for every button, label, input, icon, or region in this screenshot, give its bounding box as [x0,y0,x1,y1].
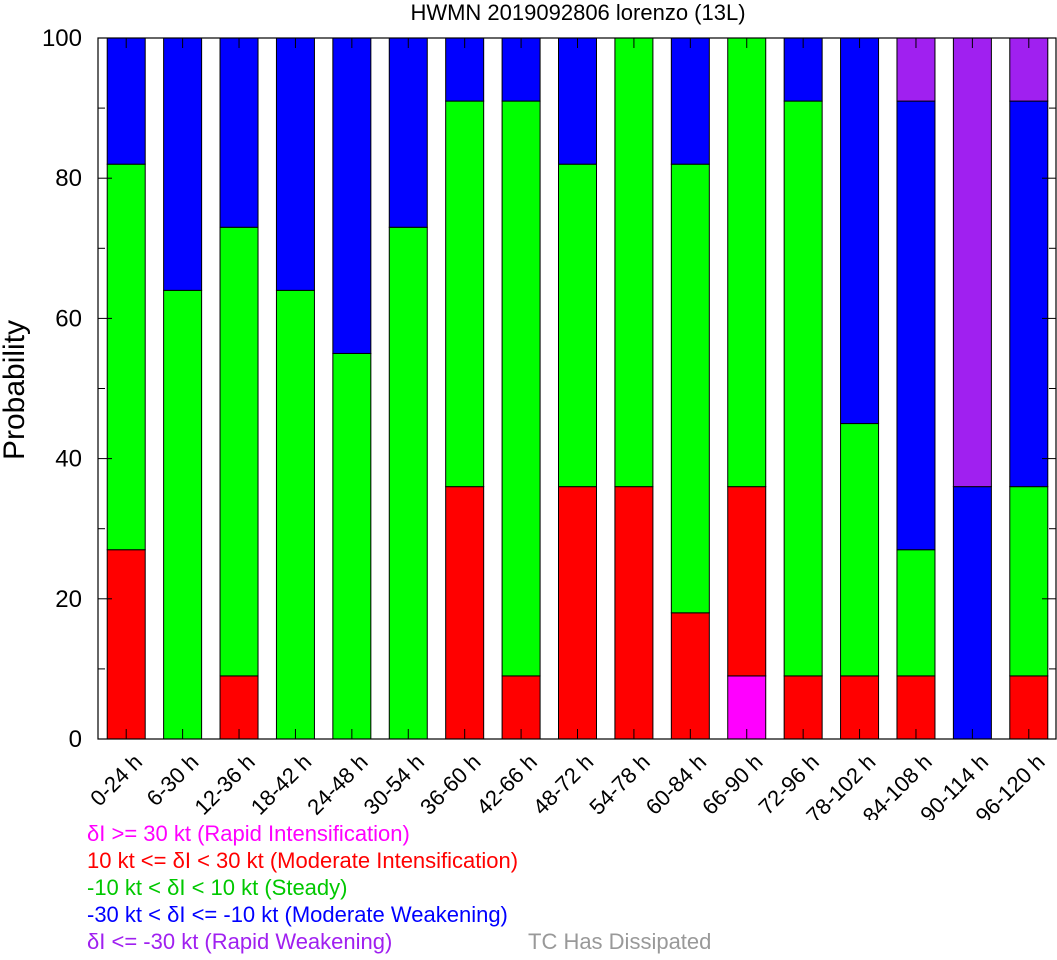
bar-segment [840,37,880,425]
bar-segment [501,100,541,677]
y-tick-label: 60 [55,305,82,332]
bar-segment [106,549,146,740]
bar-segment [219,226,259,677]
legend-rw-text: δI <= -30 kt (Rapid Weakening) [87,929,393,954]
y-tick-label: 20 [55,586,82,613]
bar-segment [501,37,541,102]
bar-segment [219,37,259,228]
legend-rapid-weakening: δI <= -30 kt (Rapid Weakening) [87,929,392,955]
bar-segment [840,423,880,677]
bar-segment [1009,100,1049,488]
bar-segment [840,675,880,740]
bar-segment [614,37,654,488]
bar-segment [670,612,710,740]
legend-rapid-intensification: δI >= 30 kt (Rapid Intensification) [87,821,410,847]
bar-segment [896,549,936,677]
legend-steady: -10 kt < δI < 10 kt (Steady) [87,875,347,901]
bar-segment [783,100,823,677]
bar-segment [388,37,428,228]
bar-segment [275,289,315,740]
legend-steady-text: -10 kt < δI < 10 kt (Steady) [87,875,348,900]
bar-segment [106,163,146,551]
bar-segment [558,163,597,488]
x-tick-label: 60-84 h [641,749,711,819]
bar-segment [727,486,767,677]
bar-segment [670,37,710,165]
bar-segment [1009,675,1049,740]
x-tick-label: 36-60 h [415,749,485,819]
bar-segment [332,352,372,740]
x-tick-label: 18-42 h [246,749,316,819]
legend-ri-text: δI >= 30 kt (Rapid Intensification) [87,821,410,846]
x-tick-label: 54-78 h [584,749,654,819]
y-axis-label: Probability [0,320,31,460]
bar-segment [106,37,146,165]
x-tick-label: 48-72 h [528,749,598,819]
bar-segment [896,37,936,102]
bar-segment [783,37,823,102]
bar-segment [952,486,992,740]
bar-segment [445,100,485,488]
y-tick-label: 0 [69,726,82,753]
legend-mw-text: -30 kt < δI <= -10 kt (Moderate Weakenin… [87,902,508,927]
bar-segment [219,675,259,740]
bar-segment [332,37,372,354]
bar-segment [163,37,203,291]
bar-segment [445,486,485,740]
bar-segment [783,675,823,740]
bar-segment [445,37,485,102]
x-tick-label: 24-48 h [302,749,372,819]
chart-title: HWMN 2019092806 lorenzo (13L) [410,0,745,25]
bar-segment [275,37,315,291]
legend-moderate-weakening: -30 kt < δI <= -10 kt (Moderate Weakenin… [87,902,508,928]
y-tick-label: 40 [55,446,82,473]
x-tick-label: 66-90 h [697,749,767,819]
bar-segment [558,37,597,165]
y-tick-label: 100 [42,25,82,52]
bars-group [106,37,1049,740]
x-tick-label: 12-36 h [189,749,259,819]
x-tick-label: 42-66 h [471,749,541,819]
bar-segment [896,100,936,551]
legend-dissipated: TC Has Dissipated [528,929,711,955]
bar-segment [727,37,767,488]
x-tick-label: 0-24 h [85,749,147,811]
bar-segment [1009,37,1049,102]
bar-segment [163,289,203,740]
bar-segment [952,37,992,488]
legend-moderate-intensification: 10 kt <= δI < 30 kt (Moderate Intensific… [87,848,518,874]
legend-dissipated-text: TC Has Dissipated [528,929,712,954]
bar-segment [558,486,597,740]
bar-segment [670,163,710,614]
x-tick-label: 30-54 h [359,749,429,819]
legend-mi-text: 10 kt <= δI < 30 kt (Moderate Intensific… [87,848,519,873]
bar-segment [1009,486,1049,677]
bar-segment [614,486,654,740]
stacked-bar-chart: HWMN 2019092806 lorenzo (13L) Probabilit… [0,0,1057,820]
y-tick-label: 80 [55,165,82,192]
bar-segment [388,226,428,740]
